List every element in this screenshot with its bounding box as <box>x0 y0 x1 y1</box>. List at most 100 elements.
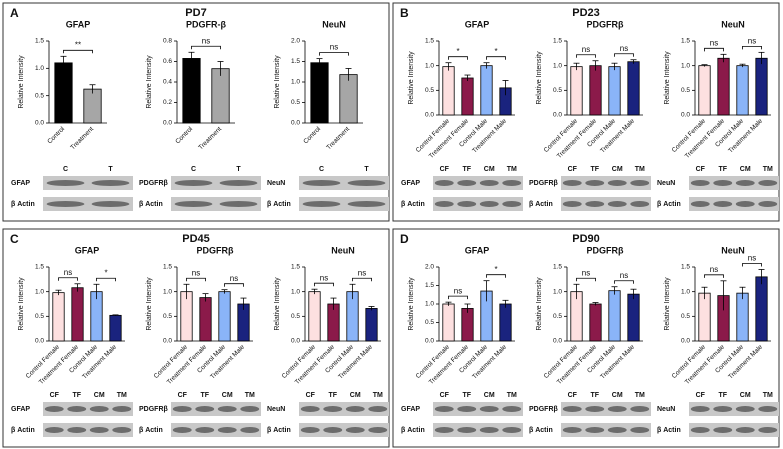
blot-band <box>457 427 477 433</box>
blot-row-label: PDGFRβ <box>529 406 559 413</box>
y-tick-label: 0.5 <box>553 313 562 320</box>
blot-strip <box>171 423 261 437</box>
y-tick-label: 1.5 <box>553 38 562 45</box>
y-tick-label: 0.0 <box>681 338 690 345</box>
blot-band <box>502 180 522 186</box>
significance-label: ns <box>64 268 72 277</box>
y-tick-label: 0.0 <box>553 338 562 345</box>
blot-lane-label: C <box>191 166 196 173</box>
blot-band <box>44 406 64 412</box>
blot-band <box>479 180 499 186</box>
y-tick-label: 1.5 <box>553 264 562 271</box>
blot-strip <box>299 402 389 416</box>
y-tick-label: 0.0 <box>163 120 172 127</box>
blot-lane-label: T <box>108 166 113 173</box>
blot-band <box>347 201 386 207</box>
blot-row-label: β Actin <box>139 427 163 434</box>
panel-frame <box>392 228 780 448</box>
y-tick-label: 1.0 <box>681 62 690 69</box>
blot-band <box>502 406 522 412</box>
y-tick-label: 1.0 <box>35 65 44 72</box>
blot-lane-label: C <box>63 166 68 173</box>
blot-lane-label: CM <box>484 392 495 399</box>
blot-strip <box>433 423 523 437</box>
bar <box>52 292 65 342</box>
blot-row-label: β Actin <box>657 427 681 434</box>
bar <box>608 290 621 342</box>
bar <box>218 291 231 342</box>
y-tick-label: 2.0 <box>291 38 300 45</box>
significance-label: ns <box>582 45 590 54</box>
blot-lane-label: CF <box>306 392 316 399</box>
significance-label: ns <box>620 44 628 53</box>
significance-bracket <box>486 274 506 278</box>
bar <box>717 57 730 116</box>
blot-lane-label: CF <box>568 166 578 173</box>
blot-lane-label: CM <box>94 392 105 399</box>
panel-letter: C <box>10 232 19 246</box>
y-tick-label: 0.5 <box>35 92 44 99</box>
x-tick-label: Treatment Male <box>727 117 764 154</box>
blot-row-label: GFAP <box>401 406 420 413</box>
blot-strip <box>299 423 389 437</box>
y-tick-label: 1.5 <box>35 264 44 271</box>
significance-label: ns <box>748 36 756 45</box>
y-tick-label: 1.0 <box>681 288 690 295</box>
blot-row-label: β Actin <box>139 201 163 208</box>
significance-bracket <box>614 280 634 284</box>
blot-band <box>91 201 130 207</box>
significance-bracket <box>319 52 349 56</box>
blot-band <box>323 427 343 433</box>
blot-band <box>457 201 477 207</box>
bar <box>698 65 711 116</box>
blot-strip <box>299 176 389 190</box>
y-tick-label: 1.5 <box>425 38 434 45</box>
chart-title: NeuN <box>721 245 745 255</box>
bar <box>627 293 640 342</box>
blot-lane-label: TM <box>373 392 383 399</box>
y-tick-label: 0.5 <box>681 87 690 94</box>
blot-lane-label: CF <box>696 392 706 399</box>
y-tick-label: 0.0 <box>35 338 44 345</box>
panel-frame <box>392 2 780 222</box>
blot-band <box>713 427 733 433</box>
blot-lane-label: TF <box>718 392 727 399</box>
y-tick-label: 0.5 <box>291 99 300 106</box>
blot-lane-label: CM <box>350 392 361 399</box>
blot-band <box>502 427 522 433</box>
blot-lane-label: CM <box>612 166 623 173</box>
y-axis-label: Relative Intensity <box>146 277 153 331</box>
bar <box>589 303 602 342</box>
significance-bracket <box>58 277 78 281</box>
bar <box>589 65 602 116</box>
y-tick-label: 1.0 <box>163 288 172 295</box>
bar <box>736 65 749 116</box>
blot-row-label: β Actin <box>657 201 681 208</box>
chart-title: PDGFRβ <box>197 245 235 255</box>
y-axis-label: Relative Intensity <box>18 277 25 331</box>
panel-letter: B <box>400 6 409 20</box>
bar <box>755 57 768 116</box>
significance-bracket <box>63 49 93 54</box>
y-tick-label: 1.0 <box>35 288 44 295</box>
chart-title: NeuN <box>322 19 346 29</box>
y-axis-label: Relative Intensity <box>18 55 25 109</box>
significance-label: ns <box>202 36 210 45</box>
significance-label: ns <box>230 274 238 283</box>
blot-lane-label: T <box>236 166 241 173</box>
blot-strip <box>433 176 523 190</box>
blot-strip <box>171 176 261 190</box>
blot-lane-label: CM <box>484 166 495 173</box>
blot-strip <box>43 423 133 437</box>
blot-band <box>302 180 341 186</box>
blot-band <box>562 180 582 186</box>
significance-bracket <box>576 54 596 58</box>
blot-lane-label: CF <box>440 392 450 399</box>
bar <box>308 291 321 342</box>
blot-row-label: GFAP <box>11 180 30 187</box>
blot-band <box>585 180 605 186</box>
significance-label: ns <box>582 268 590 277</box>
blot-band <box>300 406 320 412</box>
y-tick-label: 0.0 <box>681 112 690 119</box>
blot-strip <box>689 197 779 211</box>
